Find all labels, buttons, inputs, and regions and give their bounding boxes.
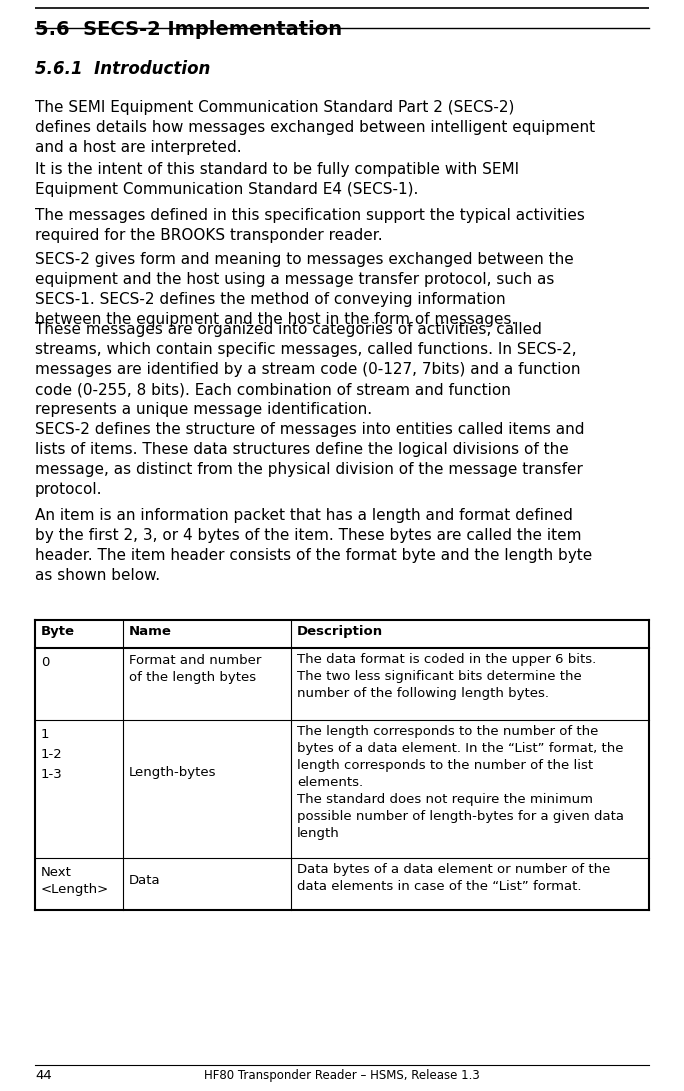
Text: Description: Description xyxy=(297,625,383,638)
Text: SECS-2 defines the structure of messages into entities called items and
lists of: SECS-2 defines the structure of messages… xyxy=(35,422,585,497)
Text: Byte: Byte xyxy=(41,625,75,638)
Text: It is the intent of this standard to be fully compatible with SEMI
Equipment Com: It is the intent of this standard to be … xyxy=(35,161,519,197)
Text: These messages are organized into categories of activities, called
streams, whic: These messages are organized into catego… xyxy=(35,322,581,417)
Text: 5.6.1  Introduction: 5.6.1 Introduction xyxy=(35,60,211,77)
Text: An item is an information packet that has a length and format defined
by the fir: An item is an information packet that ha… xyxy=(35,508,592,583)
Text: The messages defined in this specification support the typical activities
requir: The messages defined in this specificati… xyxy=(35,208,585,243)
Text: 5.6  SECS-2 Implementation: 5.6 SECS-2 Implementation xyxy=(35,20,342,39)
Text: HF80 Transponder Reader – HSMS, Release 1.3: HF80 Transponder Reader – HSMS, Release … xyxy=(204,1069,480,1082)
Text: 1
1-2
1-3: 1 1-2 1-3 xyxy=(41,728,63,781)
Text: Data: Data xyxy=(129,874,161,887)
Text: The SEMI Equipment Communication Standard Part 2 (SECS-2)
defines details how me: The SEMI Equipment Communication Standar… xyxy=(35,100,595,155)
Text: 0: 0 xyxy=(41,656,49,669)
Text: SECS-2 gives form and meaning to messages exchanged between the
equipment and th: SECS-2 gives form and meaning to message… xyxy=(35,252,574,327)
Text: 44: 44 xyxy=(35,1069,52,1082)
Text: Name: Name xyxy=(129,625,172,638)
Text: The data format is coded in the upper 6 bits.
The two less significant bits dete: The data format is coded in the upper 6 … xyxy=(297,654,596,700)
Text: Next
<Length>: Next <Length> xyxy=(41,866,109,896)
Text: The length corresponds to the number of the
bytes of a data element. In the “Lis: The length corresponds to the number of … xyxy=(297,726,624,840)
Text: Data bytes of a data element or number of the
data elements in case of the “List: Data bytes of a data element or number o… xyxy=(297,863,610,894)
Text: Length-bytes: Length-bytes xyxy=(129,766,217,779)
Text: Format and number
of the length bytes: Format and number of the length bytes xyxy=(129,654,261,684)
